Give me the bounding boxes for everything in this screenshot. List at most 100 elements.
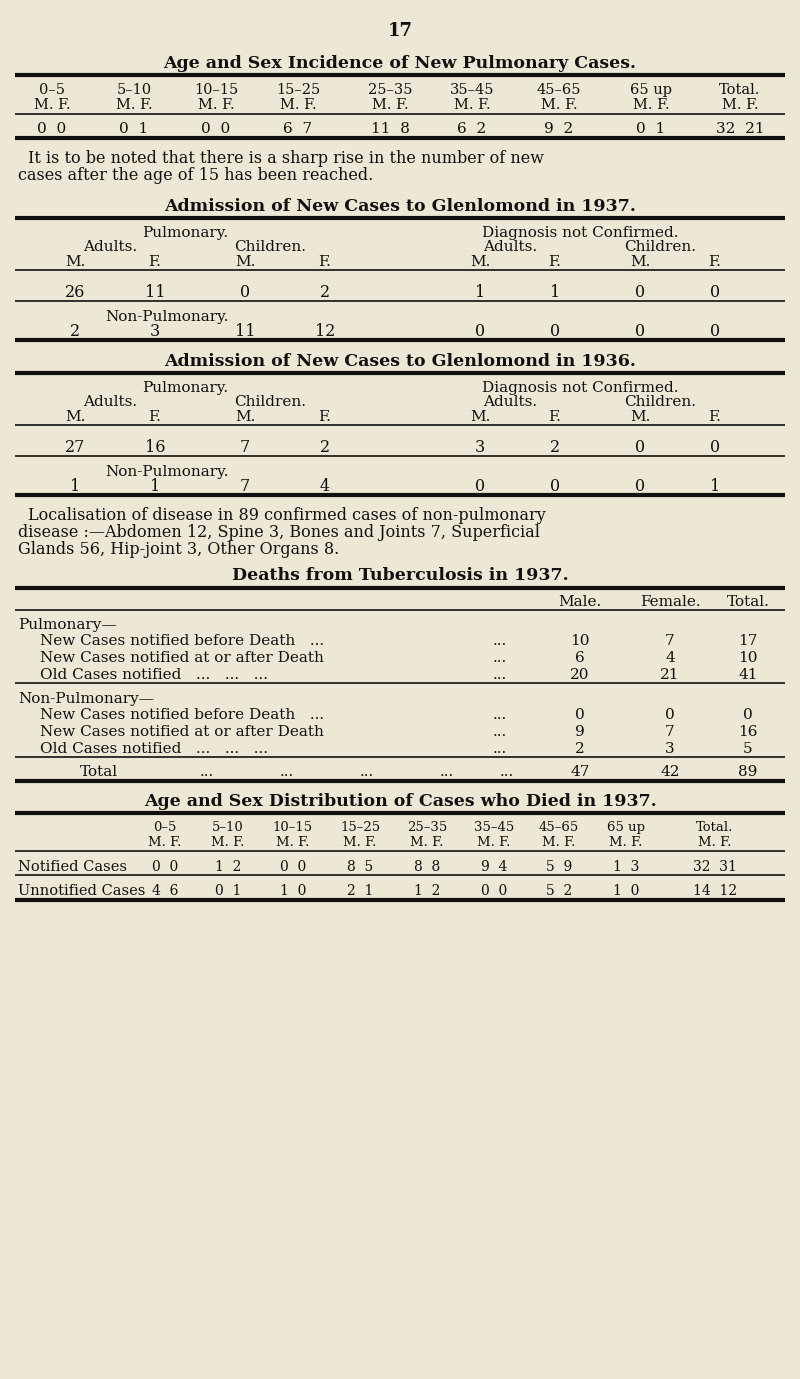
Text: 0: 0 <box>635 479 645 495</box>
Text: New Cases notified at or after Death: New Cases notified at or after Death <box>40 651 324 665</box>
Text: 4  6: 4 6 <box>152 884 178 898</box>
Text: ...: ... <box>200 765 214 779</box>
Text: 11: 11 <box>234 323 255 341</box>
Text: Deaths from Tuberculosis in 1937.: Deaths from Tuberculosis in 1937. <box>232 567 568 583</box>
Text: Non-Pulmonary.: Non-Pulmonary. <box>105 465 229 479</box>
Text: ...: ... <box>440 765 454 779</box>
Text: Female.: Female. <box>640 594 700 610</box>
Text: M. F.: M. F. <box>343 836 377 849</box>
Text: 8  8: 8 8 <box>414 860 440 874</box>
Text: ...: ... <box>493 651 507 665</box>
Text: ...: ... <box>493 667 507 683</box>
Text: M. F.: M. F. <box>116 98 152 112</box>
Text: Total.: Total. <box>719 83 761 97</box>
Text: 4: 4 <box>320 479 330 495</box>
Text: ...: ... <box>493 742 507 756</box>
Text: M.: M. <box>65 410 85 423</box>
Text: 6: 6 <box>575 651 585 665</box>
Text: New Cases notified before Death   ...: New Cases notified before Death ... <box>40 707 324 723</box>
Text: M. F.: M. F. <box>454 98 490 112</box>
Text: 27: 27 <box>65 439 85 456</box>
Text: 32  21: 32 21 <box>716 121 764 137</box>
Text: 15–25: 15–25 <box>276 83 320 97</box>
Text: Adults.: Adults. <box>483 240 537 254</box>
Text: Localisation of disease in 89 confirmed cases of non-pulmonary: Localisation of disease in 89 confirmed … <box>28 507 546 524</box>
Text: M. F.: M. F. <box>542 836 576 849</box>
Text: 47: 47 <box>570 765 590 779</box>
Text: 16: 16 <box>145 439 166 456</box>
Text: 16: 16 <box>738 725 758 739</box>
Text: Non-Pulmonary—: Non-Pulmonary— <box>18 692 154 706</box>
Text: M. F.: M. F. <box>610 836 642 849</box>
Text: M. F.: M. F. <box>722 98 758 112</box>
Text: 5–10: 5–10 <box>117 83 151 97</box>
Text: 7: 7 <box>240 479 250 495</box>
Text: F.: F. <box>149 255 162 269</box>
Text: M. F.: M. F. <box>410 836 444 849</box>
Text: Age and Sex Distribution of Cases who Died in 1937.: Age and Sex Distribution of Cases who Di… <box>144 793 656 809</box>
Text: 1  0: 1 0 <box>280 884 306 898</box>
Text: M. F.: M. F. <box>633 98 670 112</box>
Text: 8  5: 8 5 <box>347 860 373 874</box>
Text: 25–35: 25–35 <box>407 821 447 834</box>
Text: M.: M. <box>630 255 650 269</box>
Text: 2: 2 <box>320 284 330 301</box>
Text: 2  1: 2 1 <box>347 884 373 898</box>
Text: 0: 0 <box>710 323 720 341</box>
Text: 15–25: 15–25 <box>340 821 380 834</box>
Text: 7: 7 <box>240 439 250 456</box>
Text: 35–45: 35–45 <box>474 821 514 834</box>
Text: 0  0: 0 0 <box>481 884 507 898</box>
Text: M. F.: M. F. <box>198 98 234 112</box>
Text: 10–15: 10–15 <box>273 821 313 834</box>
Text: M. F.: M. F. <box>372 98 408 112</box>
Text: 0: 0 <box>710 284 720 301</box>
Text: Adults.: Adults. <box>83 394 137 410</box>
Text: M. F.: M. F. <box>280 98 316 112</box>
Text: M. F.: M. F. <box>541 98 578 112</box>
Text: 3: 3 <box>475 439 485 456</box>
Text: 25–35: 25–35 <box>368 83 412 97</box>
Text: 45–65: 45–65 <box>537 83 582 97</box>
Text: 21: 21 <box>660 667 680 683</box>
Text: 0  1: 0 1 <box>636 121 666 137</box>
Text: Adults.: Adults. <box>483 394 537 410</box>
Text: Admission of New Cases to Glenlomond in 1937.: Admission of New Cases to Glenlomond in … <box>164 199 636 215</box>
Text: 0: 0 <box>550 323 560 341</box>
Text: 0  0: 0 0 <box>280 860 306 874</box>
Text: Total.: Total. <box>726 594 770 610</box>
Text: M. F.: M. F. <box>148 836 182 849</box>
Text: Old Cases notified   ...   ...   ...: Old Cases notified ... ... ... <box>40 742 268 756</box>
Text: 1: 1 <box>70 479 80 495</box>
Text: Children.: Children. <box>624 240 696 254</box>
Text: 1: 1 <box>475 284 485 301</box>
Text: F.: F. <box>318 410 331 423</box>
Text: ...: ... <box>360 765 374 779</box>
Text: F.: F. <box>549 410 562 423</box>
Text: 0: 0 <box>635 284 645 301</box>
Text: cases after the age of 15 has been reached.: cases after the age of 15 has been reach… <box>18 167 374 183</box>
Text: Diagnosis not Confirmed.: Diagnosis not Confirmed. <box>482 381 678 394</box>
Text: F.: F. <box>549 255 562 269</box>
Text: 3: 3 <box>150 323 160 341</box>
Text: 5: 5 <box>743 742 753 756</box>
Text: 1  3: 1 3 <box>613 860 639 874</box>
Text: disease :—Abdomen 12, Spine 3, Bones and Joints 7, Superficial: disease :—Abdomen 12, Spine 3, Bones and… <box>18 524 540 541</box>
Text: 10: 10 <box>570 634 590 648</box>
Text: 41: 41 <box>738 667 758 683</box>
Text: 1  2: 1 2 <box>414 884 440 898</box>
Text: 0  1: 0 1 <box>119 121 149 137</box>
Text: 7: 7 <box>665 634 675 648</box>
Text: 1: 1 <box>550 284 560 301</box>
Text: ...: ... <box>493 725 507 739</box>
Text: Total.: Total. <box>696 821 734 834</box>
Text: New Cases notified at or after Death: New Cases notified at or after Death <box>40 725 324 739</box>
Text: Notified Cases: Notified Cases <box>18 860 127 874</box>
Text: 5  9: 5 9 <box>546 860 572 874</box>
Text: Pulmonary.: Pulmonary. <box>142 226 228 240</box>
Text: Pulmonary—: Pulmonary— <box>18 618 117 632</box>
Text: 0: 0 <box>550 479 560 495</box>
Text: M.: M. <box>470 410 490 423</box>
Text: F.: F. <box>709 410 722 423</box>
Text: 9: 9 <box>575 725 585 739</box>
